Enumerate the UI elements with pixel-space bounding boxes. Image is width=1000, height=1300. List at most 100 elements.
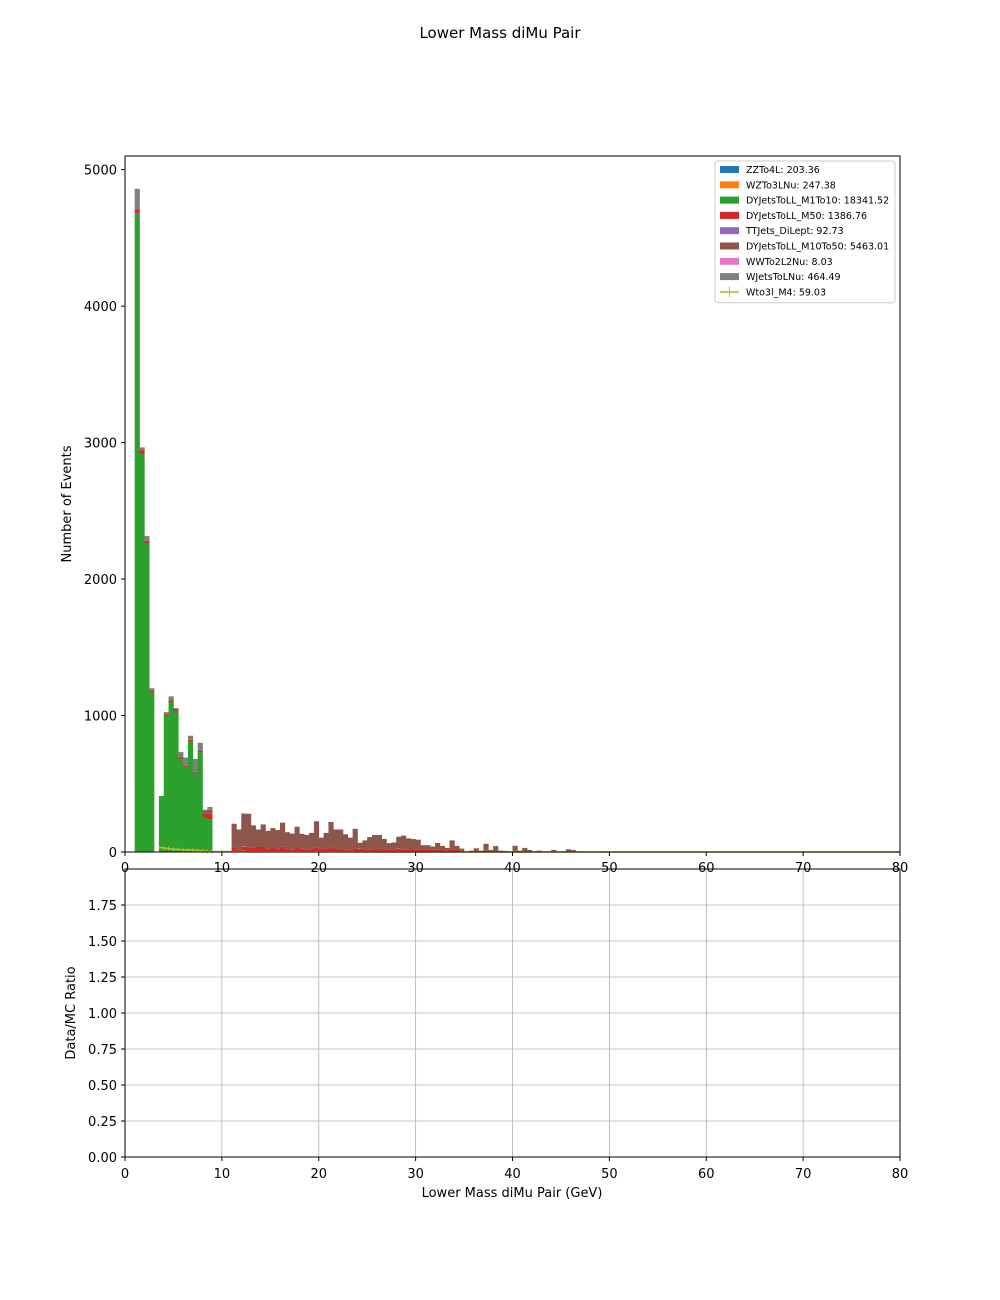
bar bbox=[454, 845, 460, 850]
bar bbox=[362, 849, 368, 852]
bar bbox=[367, 849, 373, 852]
x-tick-label: 40 bbox=[504, 1167, 521, 1182]
bar bbox=[512, 845, 518, 847]
bar bbox=[415, 849, 421, 852]
series-2 bbox=[134, 213, 213, 852]
bar bbox=[255, 846, 261, 852]
bar bbox=[168, 696, 174, 701]
y-tick-label: 0.00 bbox=[88, 1151, 117, 1166]
bar bbox=[149, 688, 155, 691]
bar bbox=[313, 847, 320, 852]
bar bbox=[178, 757, 184, 760]
bar bbox=[202, 813, 208, 818]
x-tick-label: 30 bbox=[407, 1167, 424, 1182]
bar bbox=[183, 765, 189, 768]
legend-entry-label: DYJetsToLL_M1To10: 18341.52 bbox=[746, 196, 889, 207]
legend-swatch bbox=[720, 227, 739, 235]
bar bbox=[449, 840, 455, 850]
bar bbox=[483, 843, 489, 851]
bar bbox=[168, 701, 174, 852]
series-5 bbox=[173, 708, 605, 852]
bar bbox=[439, 849, 445, 852]
bar bbox=[144, 543, 150, 852]
bar bbox=[207, 813, 213, 820]
bar bbox=[425, 849, 431, 852]
bar bbox=[396, 848, 402, 849]
bar bbox=[381, 839, 387, 850]
legend-entry-label: WZTo3LNu: 247.38 bbox=[746, 180, 836, 191]
bar bbox=[207, 806, 213, 810]
bar bbox=[197, 742, 203, 752]
bar bbox=[313, 821, 320, 848]
bar bbox=[289, 833, 295, 850]
bar bbox=[357, 848, 363, 849]
bar bbox=[323, 832, 329, 849]
bar bbox=[280, 846, 286, 852]
bar bbox=[473, 850, 479, 852]
legend-swatch bbox=[720, 196, 739, 204]
bar bbox=[294, 847, 300, 852]
bar bbox=[231, 823, 237, 848]
ratio-grid bbox=[124, 869, 901, 1158]
bar bbox=[265, 830, 271, 849]
bar bbox=[342, 834, 349, 850]
bar bbox=[570, 849, 576, 852]
bar bbox=[139, 447, 145, 451]
bar bbox=[246, 813, 252, 848]
bar bbox=[401, 835, 407, 850]
bar bbox=[304, 834, 310, 850]
bar bbox=[459, 848, 465, 851]
bar bbox=[197, 751, 203, 753]
ratio-x-axis-label: Lower Mass diMu Pair (GeV) bbox=[422, 1186, 603, 1201]
bar bbox=[246, 847, 252, 852]
bar bbox=[512, 850, 518, 852]
bar bbox=[391, 842, 397, 850]
bar bbox=[347, 849, 353, 852]
legend-swatch bbox=[720, 166, 739, 173]
bar bbox=[202, 817, 208, 852]
bar bbox=[376, 834, 383, 849]
bar bbox=[488, 849, 494, 852]
bar bbox=[241, 846, 247, 847]
y-tick-label: 4000 bbox=[84, 300, 117, 315]
bar bbox=[173, 708, 179, 709]
y-tick-label: 1.50 bbox=[88, 935, 117, 950]
legend-entry-label: Wto3l_M4: 59.03 bbox=[746, 287, 826, 298]
legend-entry-label: WWTo2L2Nu: 8.03 bbox=[746, 257, 833, 268]
bar bbox=[318, 848, 324, 852]
bar bbox=[551, 849, 557, 852]
bar bbox=[381, 849, 387, 852]
bar bbox=[565, 849, 571, 852]
bar bbox=[396, 848, 402, 852]
x-tick-label: 70 bbox=[795, 1167, 812, 1182]
bar bbox=[197, 752, 203, 852]
bar bbox=[192, 758, 198, 773]
bar bbox=[386, 849, 392, 852]
bar bbox=[405, 838, 412, 850]
figure-title: Lower Mass diMu Pair bbox=[419, 24, 581, 42]
bar bbox=[192, 774, 198, 852]
bar bbox=[318, 847, 324, 849]
legend-entry-label: WJetsToLNu: 464.49 bbox=[746, 272, 841, 283]
bar bbox=[435, 849, 441, 852]
bar bbox=[410, 839, 416, 850]
x-tick-label: 10 bbox=[214, 1167, 231, 1182]
ratio-axes: 0 10 20 30 40 50 60 70 80 0.00 0.25 0.50 0.75 1.00 1.2… bbox=[88, 868, 908, 1182]
x-tick-label: 50 bbox=[601, 1167, 618, 1182]
bar bbox=[430, 849, 436, 852]
bar bbox=[280, 846, 286, 848]
bar bbox=[284, 848, 290, 852]
bar bbox=[255, 829, 261, 847]
bar bbox=[439, 845, 445, 850]
bar bbox=[299, 833, 305, 849]
y-tick-label: 2000 bbox=[84, 573, 117, 588]
bar bbox=[134, 213, 140, 852]
legend-swatch bbox=[720, 273, 739, 281]
bar bbox=[163, 714, 169, 716]
bar bbox=[241, 846, 247, 851]
bar bbox=[178, 752, 184, 758]
bar bbox=[386, 843, 392, 850]
bar bbox=[367, 836, 373, 850]
bar bbox=[372, 848, 378, 852]
